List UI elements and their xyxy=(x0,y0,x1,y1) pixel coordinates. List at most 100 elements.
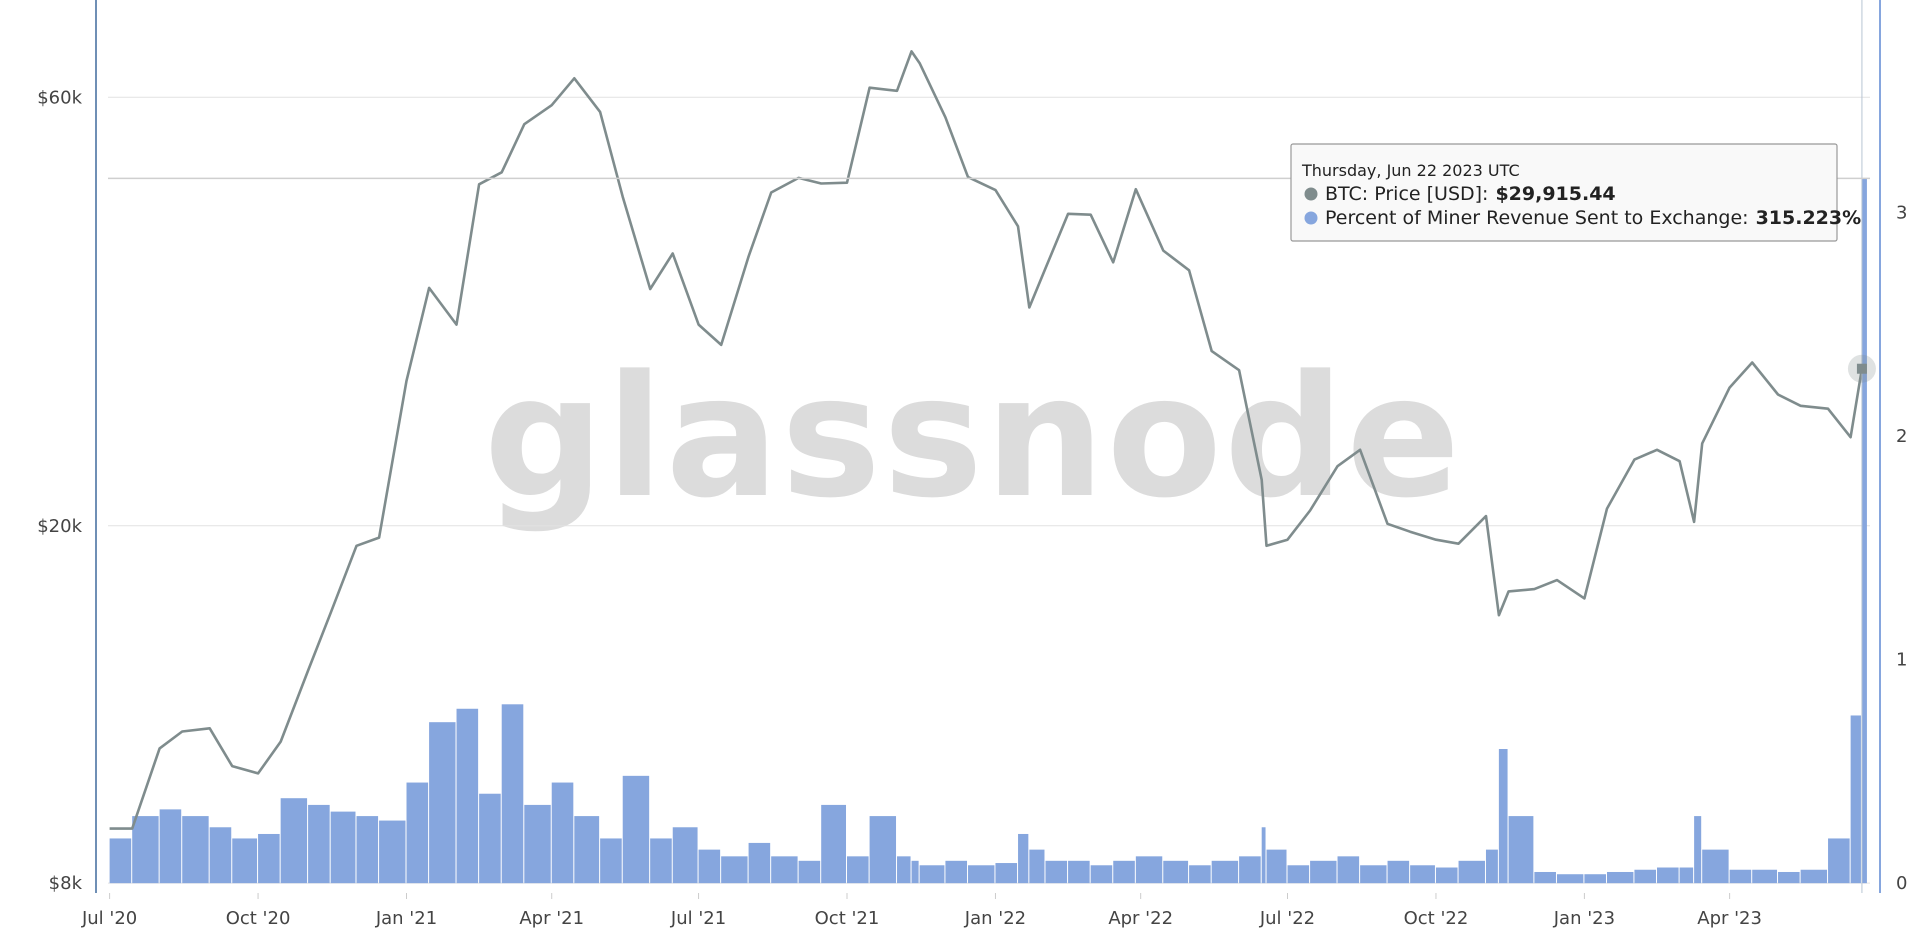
bar xyxy=(1113,860,1135,884)
bar xyxy=(622,775,650,884)
x-tick-label: Jan '22 xyxy=(964,908,1026,929)
bar xyxy=(1266,849,1287,884)
bar xyxy=(109,838,132,884)
bar xyxy=(672,827,698,884)
bar xyxy=(1239,856,1261,884)
x-tick-label: Apr '22 xyxy=(1108,908,1173,929)
tooltip-box xyxy=(1290,143,1838,242)
bar xyxy=(159,809,182,884)
bar xyxy=(919,865,945,884)
bar xyxy=(897,856,911,884)
x-tick-label: Jan '21 xyxy=(375,908,437,929)
bar xyxy=(1534,871,1556,884)
x-tick-label: Oct '22 xyxy=(1404,908,1469,929)
bar xyxy=(1410,865,1435,884)
bar xyxy=(1556,874,1584,884)
bar xyxy=(1508,816,1534,884)
bar xyxy=(1800,869,1828,884)
tooltip-dot xyxy=(1304,187,1318,201)
bar xyxy=(209,827,232,884)
y2-tick-label: 3 xyxy=(1896,202,1907,223)
bar xyxy=(1850,715,1861,884)
bar xyxy=(798,860,821,884)
tooltip-line: Percent of Miner Revenue Sent to Exchang… xyxy=(1325,207,1861,229)
y2-tick-label: 2 xyxy=(1896,426,1907,447)
bar xyxy=(771,856,798,884)
bar xyxy=(1694,816,1702,884)
x-tick-label: Jan '23 xyxy=(1553,908,1615,929)
tooltip-value: $29,915.44 xyxy=(1495,183,1615,205)
bar xyxy=(258,833,280,884)
tooltip-date: Thursday, Jun 22 2023 UTC xyxy=(1301,161,1520,180)
bar xyxy=(1189,865,1211,884)
tooltip-label: BTC: Price [USD]: xyxy=(1325,183,1488,205)
price-line xyxy=(109,50,1864,830)
bar xyxy=(1310,860,1337,884)
x-tick-label: Oct '20 xyxy=(226,908,291,929)
bar xyxy=(132,816,159,884)
tooltip: Thursday, Jun 22 2023 UTC BTC: Price [USD… xyxy=(1290,143,1861,242)
bar xyxy=(1029,849,1045,884)
bar xyxy=(1435,867,1458,884)
bar xyxy=(1657,867,1679,884)
bar xyxy=(1778,871,1800,884)
x-tick-label: Oct '21 xyxy=(815,908,880,929)
bar xyxy=(911,860,919,884)
x-tick-label: Apr '23 xyxy=(1697,908,1762,929)
x-tick-label: Jul '22 xyxy=(1259,908,1315,929)
bar xyxy=(1387,860,1410,884)
bar xyxy=(1485,849,1498,884)
y2-tick-label: 0 xyxy=(1896,873,1907,894)
bar xyxy=(1679,867,1694,884)
bar xyxy=(501,704,524,884)
bar xyxy=(1752,869,1778,884)
bar xyxy=(1360,865,1387,884)
bar xyxy=(1828,838,1850,884)
bar xyxy=(182,816,209,884)
bar xyxy=(1287,865,1310,884)
bar xyxy=(308,804,330,884)
hover-marker xyxy=(1856,363,1867,374)
bar xyxy=(330,811,356,884)
bar xyxy=(456,708,479,884)
tooltip-label: Percent of Miner Revenue Sent to Exchang… xyxy=(1325,207,1749,229)
tooltip-line: BTC: Price [USD]: $29,915.44 xyxy=(1325,183,1616,205)
bar xyxy=(847,856,869,884)
bar xyxy=(945,860,968,884)
bar xyxy=(1261,827,1266,884)
bar xyxy=(1584,874,1606,884)
bar xyxy=(698,849,721,884)
bar xyxy=(968,865,995,884)
bar xyxy=(1729,869,1752,884)
bar xyxy=(1861,178,1867,884)
bar xyxy=(650,838,672,884)
y-tick-label: $8k xyxy=(49,873,83,894)
bar xyxy=(1211,860,1239,884)
bar xyxy=(1090,865,1113,884)
bar xyxy=(1163,860,1189,884)
watermark: glassnode xyxy=(484,339,1462,535)
bar xyxy=(280,798,308,884)
bar xyxy=(574,816,600,884)
bar xyxy=(1606,871,1634,884)
y-tick-label: $60k xyxy=(37,87,82,108)
bar xyxy=(1045,860,1068,884)
x-tick-label: Jul '21 xyxy=(670,908,726,929)
bar xyxy=(995,863,1018,884)
bar xyxy=(1634,869,1657,884)
bar xyxy=(232,838,258,884)
y2-tick-label: 1 xyxy=(1896,650,1907,671)
bar xyxy=(1337,856,1360,884)
bar xyxy=(1068,860,1090,884)
bar xyxy=(356,816,379,884)
bar xyxy=(1135,856,1163,884)
bar xyxy=(869,816,897,884)
bar xyxy=(600,838,622,884)
x-tick-label: Apr '21 xyxy=(519,908,584,929)
bar xyxy=(721,856,748,884)
bar xyxy=(748,842,771,884)
bar xyxy=(1018,833,1029,884)
bar xyxy=(406,782,429,884)
